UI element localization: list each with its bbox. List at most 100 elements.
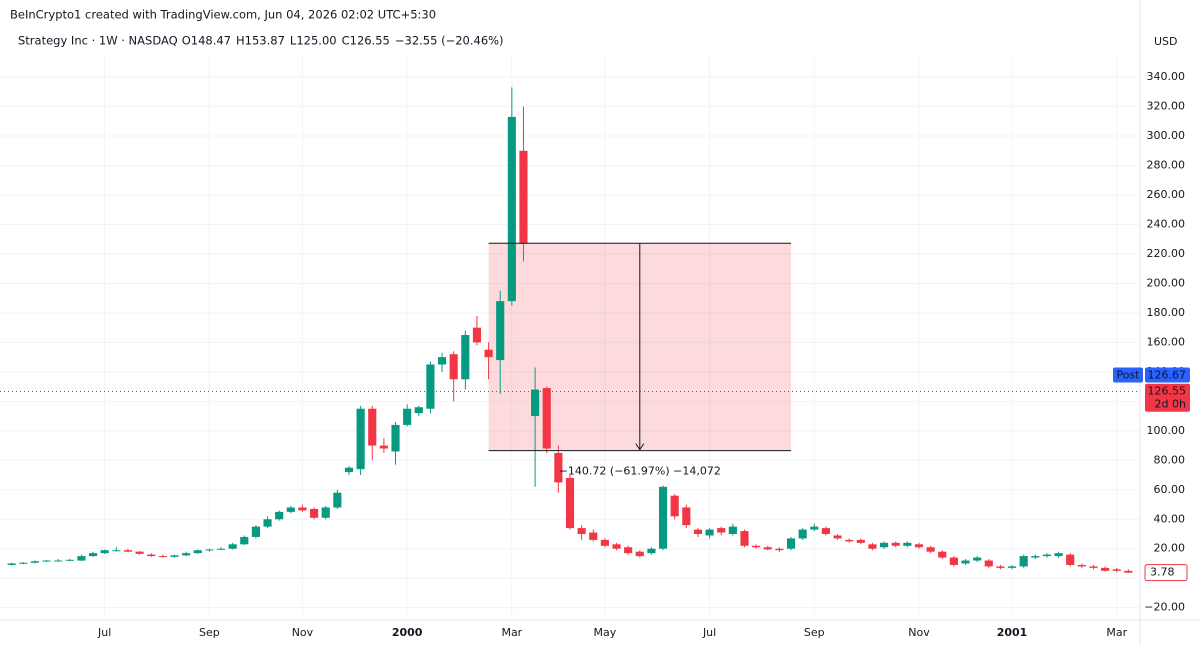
candle-body	[845, 539, 854, 542]
currency: USD	[1154, 35, 1178, 48]
candle-body	[647, 548, 656, 554]
candle-body	[100, 550, 109, 554]
candle-body	[658, 486, 668, 549]
candle-body	[531, 389, 540, 417]
candle-body	[310, 508, 319, 518]
candle-body	[251, 526, 260, 537]
candle-body	[507, 116, 516, 302]
candle-body	[961, 560, 970, 564]
legend-value: 126.55	[350, 34, 390, 48]
candle-body	[42, 560, 51, 562]
y-tick-label: 320.00	[1147, 100, 1186, 113]
candle-body	[216, 548, 226, 550]
post-tag	[1113, 367, 1143, 383]
candle-body	[193, 550, 202, 554]
x-tick-label: 2000	[392, 626, 423, 639]
candle-body	[484, 349, 493, 358]
y-tick-label: 60.00	[1154, 483, 1186, 496]
candle-body	[77, 556, 86, 561]
y-tick-label: 40.00	[1154, 512, 1186, 525]
candle-body	[693, 529, 703, 534]
candle-body	[275, 511, 284, 520]
candle-body	[577, 528, 586, 534]
candle-body	[426, 364, 435, 409]
candle-body	[54, 560, 63, 562]
candle-body	[437, 357, 447, 365]
candle-body	[65, 559, 74, 561]
y-tick-label: −20.00	[1144, 601, 1185, 614]
candle-body	[891, 542, 900, 546]
candle-body	[752, 545, 761, 548]
x-tick-label: Jul	[702, 626, 716, 639]
candle-body	[856, 539, 865, 543]
candle-body	[158, 556, 167, 558]
candle-body	[496, 301, 505, 361]
measure-label: −140.72 (−61.97%) −14,072	[559, 465, 721, 478]
candle-body	[868, 544, 877, 549]
y-tick-label: 220.00	[1147, 247, 1186, 260]
candle-body	[775, 548, 784, 551]
candle-body	[903, 542, 912, 546]
last-close: 3.78	[1150, 566, 1175, 579]
candle-body	[798, 529, 807, 539]
candle-body	[519, 150, 528, 244]
candle-body	[728, 526, 737, 534]
legend-value: 153.87	[245, 34, 285, 48]
candle-body	[7, 563, 16, 565]
candle-body	[542, 388, 551, 449]
x-tick-label: Sep	[199, 626, 220, 639]
candle-body	[1054, 553, 1063, 557]
x-tick-label: Sep	[804, 626, 825, 639]
candle-body	[170, 555, 179, 557]
candle-body	[333, 492, 342, 508]
candle-body	[263, 519, 272, 527]
y-tick-label: 180.00	[1147, 306, 1186, 319]
y-tick-label: 200.00	[1147, 276, 1186, 289]
candle-body	[1077, 564, 1086, 567]
candle-body	[286, 507, 295, 512]
y-tick-label: 80.00	[1154, 453, 1186, 466]
last-price-tag	[1145, 383, 1190, 412]
measure-arrowhead	[635, 443, 645, 451]
candle-body	[321, 507, 330, 518]
candle-body	[344, 467, 354, 473]
candle-body	[240, 536, 249, 545]
candle-body	[135, 551, 144, 554]
candle-body	[635, 551, 644, 557]
y-tick-label: 20.00	[1154, 542, 1186, 555]
x-tick-label: Mar	[501, 626, 522, 639]
y-tick-label: 160.00	[1147, 335, 1186, 348]
legend-key: H	[236, 34, 245, 48]
post-price-tag	[1145, 367, 1190, 383]
candle-body	[228, 544, 237, 549]
candle-body	[973, 557, 982, 561]
candle-body	[996, 566, 1005, 568]
candle-body	[1019, 556, 1028, 567]
candle-body	[298, 507, 307, 511]
candle-body	[472, 327, 482, 343]
candle-body	[1007, 566, 1017, 568]
legend-value: 148.47	[191, 34, 231, 48]
legend-value: 125.00	[296, 34, 336, 48]
y-tick-label: 340.00	[1147, 70, 1186, 83]
candle-body	[182, 553, 191, 556]
last-price: 126.55	[1148, 385, 1187, 398]
candle-body	[554, 452, 563, 483]
candle-body	[30, 561, 39, 563]
candle-body	[612, 544, 621, 549]
candle-body	[786, 538, 796, 549]
candle-body	[391, 424, 400, 452]
candle-body	[949, 557, 958, 565]
candle-body	[379, 445, 388, 449]
candle-body	[403, 408, 412, 425]
candle-body	[717, 528, 726, 533]
candle-body	[984, 560, 993, 567]
x-tick-label: May	[594, 626, 617, 639]
symbol: Strategy Inc · 1W · NASDAQ	[18, 34, 178, 48]
y-tick-label: 300.00	[1147, 129, 1186, 142]
x-tick-label: 2001	[997, 626, 1028, 639]
legend-change: −32.55 (−20.46%)	[395, 34, 504, 48]
candle-body	[682, 507, 691, 526]
legend-key: O	[182, 34, 191, 48]
candle-body	[938, 551, 947, 558]
